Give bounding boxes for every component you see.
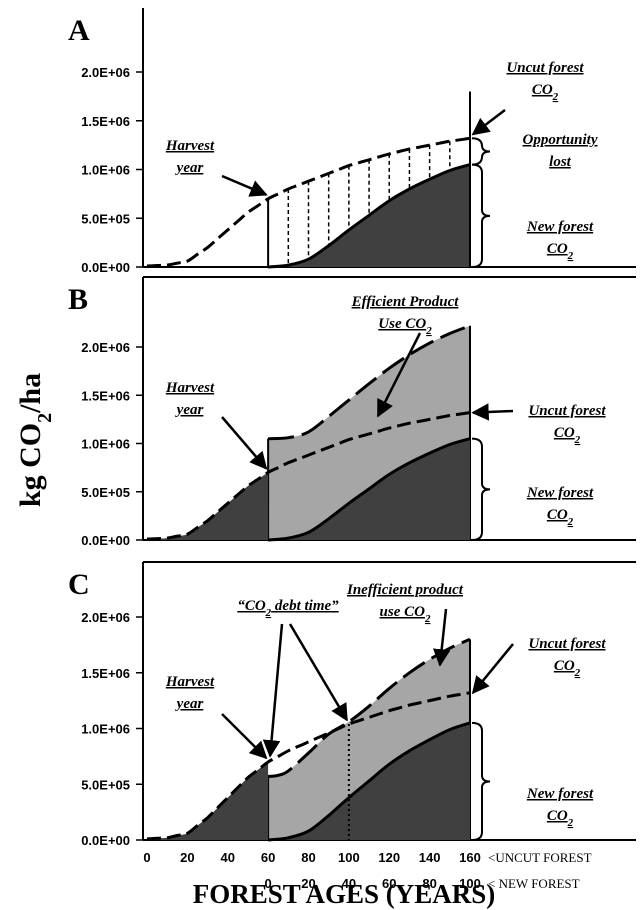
x-tick-label-uncut: 80 (301, 850, 315, 865)
x-tick-label-new: 40 (342, 876, 356, 891)
new-forest-brace (471, 163, 491, 268)
x-tick-label-uncut: 0 (143, 850, 150, 865)
debt-arrow-harvest (262, 623, 284, 758)
harvest-year-arrow (221, 174, 268, 197)
harvest-year-label: Harvest year (165, 674, 215, 712)
y-tick-label: 2.0E+06 (81, 340, 130, 355)
product-use-arrow (376, 332, 422, 418)
y-tick-label: 5.0E+05 (81, 777, 130, 792)
chart-panels: 0.0E+00 5.0E+05 1.0E+06 1.5E+06 2.0E+06 A Harv… (68, 8, 636, 848)
opportunity-brace (471, 137, 491, 166)
y-tick-label: 1.5E+06 (81, 666, 130, 681)
panel-a: 0.0E+00 5.0E+05 1.0E+06 1.5E+06 2.0E+06 A Harv… (68, 8, 636, 275)
x-tick-label-new: 0 (265, 876, 272, 891)
x-tick-label-uncut: 120 (378, 850, 400, 865)
product-use-label: Efficient Product Use CO2 (351, 294, 460, 337)
uncut-forest-arrow (471, 643, 514, 695)
y-tick-label: 1.0E+06 (81, 437, 130, 452)
y-tick-label: 5.0E+05 (81, 485, 130, 500)
uncut-forest-line (146, 136, 471, 268)
uncut-forest-label: Uncut forest CO2 (528, 403, 606, 446)
uncut-forest-arrow (471, 403, 514, 421)
product-use-arrow (432, 608, 451, 667)
x-tick-label-new: 80 (422, 876, 436, 891)
x-tick-label-uncut: 160 (459, 850, 481, 865)
new-forest-line (267, 721, 471, 842)
panel-b: 0.0E+00 5.0E+05 1.0E+06 1.5E+06 2.0E+06 B Harv… (68, 276, 636, 548)
x-axis-labels: 0 20 40 60 80 100 120 140 160 0 20 40 60 80 100 <UNCUT … (143, 850, 591, 891)
uncut-forest-arrow (471, 109, 506, 136)
product-use-label: Inefficient product use CO2 (346, 582, 464, 625)
product-use-line (268, 324, 471, 441)
panel-letter: C (68, 568, 90, 601)
uncut-forest-row-label: <UNCUT FOREST (488, 850, 592, 865)
x-tick-label-new: 20 (301, 876, 315, 891)
new-forest-label: New forest CO2 (526, 485, 594, 528)
y-tick-label: 5.0E+05 (81, 211, 130, 226)
new-forest-brace (471, 437, 491, 541)
new-forest-row-label: < NEW FOREST (488, 876, 580, 891)
y-tick-label: 1.0E+06 (81, 722, 130, 737)
harvest-year-label: Harvest year (165, 380, 215, 418)
panel-letter: A (68, 14, 90, 47)
panel-c: 0.0E+00 5.0E+05 1.0E+06 1.5E+06 2.0E+06 C Harv… (68, 561, 636, 848)
y-axis-label: kg CO2/ha (14, 373, 56, 507)
y-tick-label: 0.0E+00 (81, 833, 130, 848)
harvest-year-arrow (221, 416, 268, 470)
pre-harvest-stand-area (147, 472, 269, 540)
x-tick-label-uncut: 60 (261, 850, 275, 865)
uncut-forest-label: Uncut forest CO2 (506, 60, 584, 103)
new-forest-line (267, 437, 471, 542)
x-tick-label-uncut: 20 (180, 850, 194, 865)
product-use-line (268, 637, 471, 778)
uncut-forest-line (146, 691, 471, 841)
y-tick-label: 2.0E+06 (81, 65, 130, 80)
uncut-forest-label: Uncut forest CO2 (528, 636, 606, 679)
y-tick-label: 1.0E+06 (81, 163, 130, 178)
panel-letter: B (68, 283, 88, 316)
co2-debt-time-label: “CO2 debt time” (237, 598, 339, 619)
y-tick-label: 0.0E+00 (81, 533, 130, 548)
x-tick-label-new: 60 (382, 876, 396, 891)
new-forest-label: New forest CO2 (526, 219, 594, 262)
x-axis-label: FOREST AGES (YEARS) (193, 879, 496, 909)
x-tick-label-new: 100 (459, 876, 481, 891)
opportunity-lost-label: Opportunity lost (522, 132, 597, 170)
debt-arrow-crossover (288, 623, 348, 722)
uncut-forest-line (146, 411, 471, 541)
harvest-year-arrow (221, 713, 268, 760)
harvest-year-label: Harvest year (165, 138, 215, 176)
y-tick-label: 1.5E+06 (81, 388, 130, 403)
y-tick-label: 0.0E+00 (81, 260, 130, 275)
y-tick-label: 2.0E+06 (81, 610, 130, 625)
x-tick-label-uncut: 100 (338, 850, 360, 865)
new-forest-label: New forest CO2 (526, 786, 594, 829)
pre-harvest-stand-area (147, 762, 269, 840)
ylabel-subscript: 2 (34, 413, 56, 423)
x-tick-label-uncut: 40 (221, 850, 235, 865)
y-tick-label: 1.5E+06 (81, 114, 130, 129)
x-tick-label-uncut: 140 (419, 850, 441, 865)
new-forest-brace (471, 721, 491, 841)
new-forest-line (267, 163, 471, 269)
